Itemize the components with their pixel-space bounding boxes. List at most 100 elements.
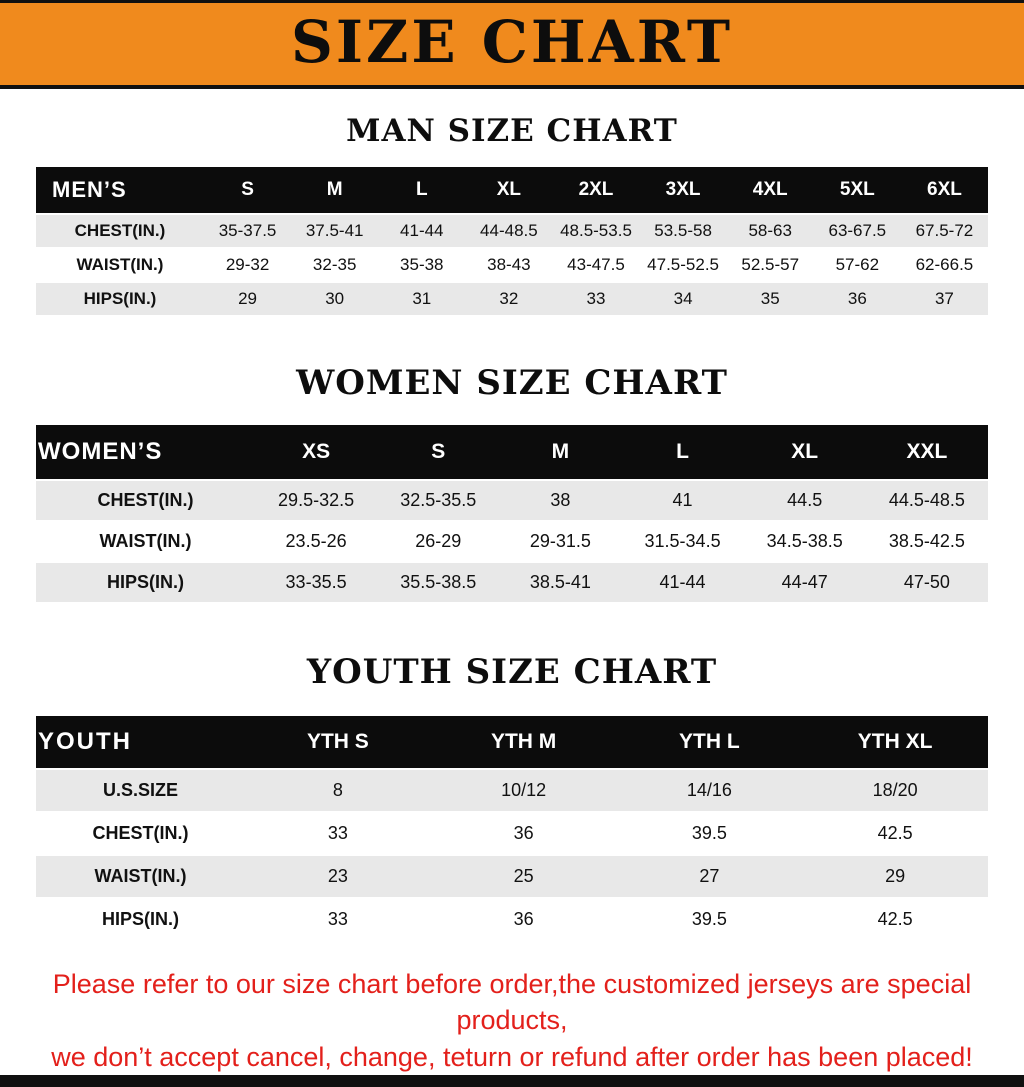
value-cell: 52.5-57 — [741, 254, 800, 274]
value-cell: 36 — [513, 908, 534, 929]
measurement-label: HIPS(IN.) — [106, 571, 184, 592]
value-cell: 44.5 — [787, 489, 823, 510]
measurement-label: WAIST(IN.) — [94, 865, 187, 886]
value-cell: 23.5-26 — [285, 530, 347, 551]
size-header-cell: YTH S — [306, 729, 369, 753]
measurement-label: U.S.SIZE — [102, 779, 178, 800]
value-cell: 39.5 — [691, 908, 727, 929]
table-row: HIPS(IN.) 29 30 31 32 33 34 35 36 37 — [36, 282, 988, 315]
value-cell: 32.5-35.5 — [400, 489, 477, 510]
measurement-label: CHEST(IN.) — [92, 822, 189, 843]
value-cell: 29-31.5 — [529, 530, 591, 551]
value-cell: 33-35.5 — [285, 571, 347, 592]
women-section-heading: WOMEN SIZE CHART — [296, 362, 728, 403]
table-row: U.S.SIZE 8 10/12 14/16 18/20 — [36, 769, 988, 811]
value-cell: 35-38 — [400, 254, 444, 274]
value-cell: 34.5-38.5 — [766, 530, 843, 551]
value-cell: 18/20 — [872, 779, 918, 800]
table-row: WAIST(IN.) 29-32 32-35 35-38 38-43 43-47.5 47.… — [36, 248, 988, 281]
value-cell: 35.5-38.5 — [400, 571, 477, 592]
size-header-cell: L — [415, 178, 428, 200]
value-cell: 44-47 — [781, 571, 828, 592]
value-cell: 35-37.5 — [218, 220, 277, 240]
value-cell: 44.5-48.5 — [888, 489, 965, 510]
value-cell: 44-48.5 — [480, 220, 538, 240]
women-size-table: WOMEN’S XS S M L XL XXL CHEST(IN.) 29.5-32.5 32.5… — [36, 423, 988, 604]
measurement-label: CHEST(IN.) — [97, 489, 194, 510]
value-cell: 63-67.5 — [828, 220, 887, 240]
value-cell: 39.5 — [691, 822, 727, 843]
value-cell: 57-62 — [835, 254, 880, 274]
value-cell: 29.5-32.5 — [278, 489, 355, 510]
value-cell: 33 — [327, 908, 348, 929]
value-cell: 34 — [673, 288, 693, 308]
value-cell: 36 — [513, 822, 534, 843]
value-cell: 29-32 — [225, 254, 270, 274]
value-cell: 29 — [238, 288, 258, 308]
value-cell: 10/12 — [501, 779, 547, 800]
size-header-cell: 6XL — [927, 178, 962, 200]
measurement-label: CHEST(IN.) — [74, 220, 166, 240]
table-header-row: YOUTH YTH S YTH M YTH L YTH XL — [36, 715, 988, 768]
value-cell: 47.5-52.5 — [647, 254, 720, 274]
table-row: CHEST(IN.) 33 36 39.5 42.5 — [36, 812, 988, 854]
value-cell: 41 — [672, 489, 693, 510]
page-title: SIZE CHART — [290, 8, 734, 76]
men-size-table: MEN’S S M L XL 2XL 3XL 4XL 5XL 6XL CHEST(IN.) 35-37… — [36, 165, 988, 317]
size-header-cell: YTH M — [490, 729, 557, 753]
value-cell: 29 — [885, 865, 906, 886]
size-header-cell: S — [241, 178, 254, 200]
size-header-cell: YTH L — [679, 729, 740, 753]
value-cell: 35 — [760, 288, 780, 308]
men-section-heading: MAN SIZE CHART — [346, 112, 678, 149]
value-cell: 25 — [513, 865, 534, 886]
table-title-cell: YOUTH — [38, 727, 132, 755]
footer-note-line-1: Please refer to our size chart before or… — [52, 968, 972, 1036]
value-cell: 43-47.5 — [567, 254, 625, 274]
table-row: WAIST(IN.) 23.5-26 26-29 29-31.5 31.5-34.5 34… — [36, 521, 988, 561]
value-cell: 37 — [934, 288, 954, 308]
youth-size-table: YOUTH YTH S YTH M YTH L YTH XL U.S.SIZE 8 10/12… — [36, 714, 988, 942]
value-cell: 32-35 — [312, 254, 357, 274]
size-header-cell: 5XL — [839, 178, 875, 200]
value-cell: 31 — [412, 288, 432, 308]
size-header-cell: L — [676, 439, 689, 463]
measurement-label: WAIST(IN.) — [76, 254, 164, 274]
size-header-cell: 3XL — [665, 178, 701, 200]
value-cell: 53.5-58 — [654, 220, 712, 240]
value-cell: 26-29 — [415, 530, 462, 551]
value-cell: 27 — [699, 865, 720, 886]
size-header-cell: M — [326, 178, 343, 200]
value-cell: 62-66.5 — [915, 254, 974, 274]
measurement-label: HIPS(IN.) — [83, 288, 157, 308]
value-cell: 37.5-41 — [305, 220, 364, 240]
value-cell: 38.5-41 — [529, 571, 591, 592]
measurement-label: WAIST(IN.) — [99, 530, 192, 551]
size-header-cell: XL — [791, 439, 819, 463]
value-cell: 31.5-34.5 — [644, 530, 721, 551]
value-cell: 42.5 — [877, 908, 913, 929]
table-row: HIPS(IN.) 33 36 39.5 42.5 — [36, 898, 988, 940]
table-header-row: WOMEN’S XS S M L XL XXL — [36, 424, 988, 479]
table-title-cell: WOMEN’S — [38, 437, 163, 465]
value-cell: 38-43 — [487, 254, 531, 274]
size-header-cell: 4XL — [752, 178, 788, 200]
value-cell: 47-50 — [903, 571, 950, 592]
table-row: WAIST(IN.) 23 25 27 29 — [36, 855, 988, 897]
value-cell: 8 — [332, 779, 343, 800]
footer-note-line-2: we don’t accept cancel, change, teturn o… — [51, 1041, 973, 1072]
table-row: CHEST(IN.) 29.5-32.5 32.5-35.5 38 41 44.5 44.5… — [36, 480, 988, 520]
size-header-cell: S — [431, 439, 446, 463]
size-header-cell: YTH XL — [857, 729, 933, 753]
size-header-cell: XS — [302, 439, 331, 463]
value-cell: 67.5-72 — [915, 220, 974, 240]
size-header-cell: XL — [496, 178, 522, 200]
value-cell: 36 — [847, 288, 867, 308]
measurement-label: HIPS(IN.) — [101, 908, 179, 929]
table-row: HIPS(IN.) 33-35.5 35.5-38.5 38.5-41 41-44 44-… — [36, 562, 988, 602]
value-cell: 48.5-53.5 — [560, 220, 632, 240]
value-cell: 42.5 — [877, 822, 913, 843]
value-cell: 41-44 — [659, 571, 706, 592]
value-cell: 14/16 — [686, 779, 732, 800]
value-cell: 38 — [550, 489, 571, 510]
